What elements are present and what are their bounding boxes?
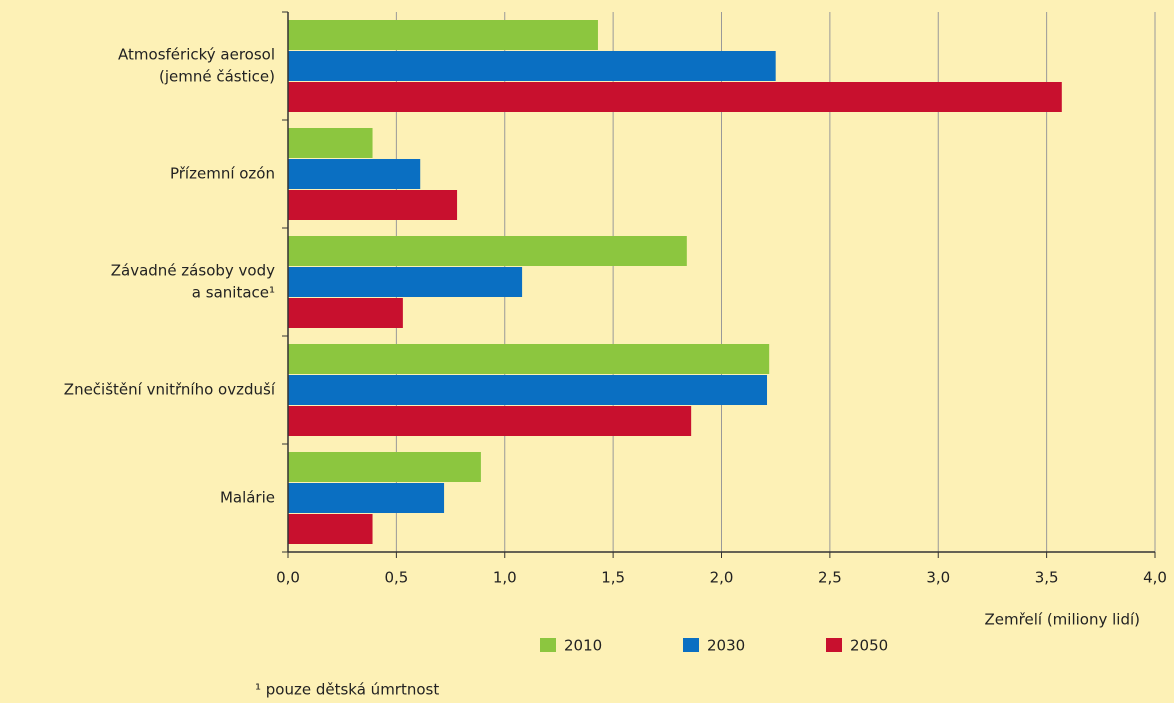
legend-swatch bbox=[826, 638, 842, 652]
legend-label: 2010 bbox=[564, 637, 602, 655]
bar bbox=[288, 375, 768, 405]
y-tick-label: a sanitace¹ bbox=[192, 284, 275, 302]
bar bbox=[288, 267, 523, 297]
x-tick-label: 0,5 bbox=[384, 569, 408, 587]
x-tick-label: 3,5 bbox=[1035, 569, 1059, 587]
y-tick-label: Malárie bbox=[220, 489, 275, 507]
legend-swatch bbox=[540, 638, 556, 652]
x-axis-label: Zemřelí (miliony lidí) bbox=[985, 611, 1140, 629]
bar bbox=[288, 514, 373, 544]
x-tick-label: 2,5 bbox=[818, 569, 842, 587]
bar bbox=[288, 190, 458, 220]
bar bbox=[288, 406, 692, 436]
bar bbox=[288, 452, 481, 482]
bar bbox=[288, 159, 421, 189]
bar bbox=[288, 20, 598, 50]
y-tick-label: Znečištění vnitřního ovzduší bbox=[64, 381, 276, 399]
bar bbox=[288, 298, 403, 328]
x-tick-label: 1,0 bbox=[493, 569, 517, 587]
x-tick-label: 3,0 bbox=[926, 569, 950, 587]
footnote: ¹ pouze dětská úmrtnost bbox=[255, 681, 439, 699]
x-tick-label: 2,0 bbox=[710, 569, 734, 587]
y-tick-label: Závadné zásoby vody bbox=[111, 262, 275, 280]
x-tick-label: 4,0 bbox=[1143, 569, 1167, 587]
bar bbox=[288, 236, 687, 266]
bar bbox=[288, 51, 776, 81]
x-tick-label: 0,0 bbox=[276, 569, 300, 587]
y-tick-label: Atmosférický aerosol bbox=[118, 46, 275, 64]
legend-swatch bbox=[683, 638, 699, 652]
y-tick-label: (jemné částice) bbox=[159, 68, 275, 86]
y-tick-label: Přízemní ozón bbox=[170, 165, 275, 183]
bar bbox=[288, 483, 445, 513]
legend-label: 2050 bbox=[850, 637, 888, 655]
legend-label: 2030 bbox=[707, 637, 745, 655]
x-tick-label: 1,5 bbox=[601, 569, 625, 587]
bar bbox=[288, 128, 373, 158]
bar bbox=[288, 344, 770, 374]
bar bbox=[288, 82, 1062, 112]
